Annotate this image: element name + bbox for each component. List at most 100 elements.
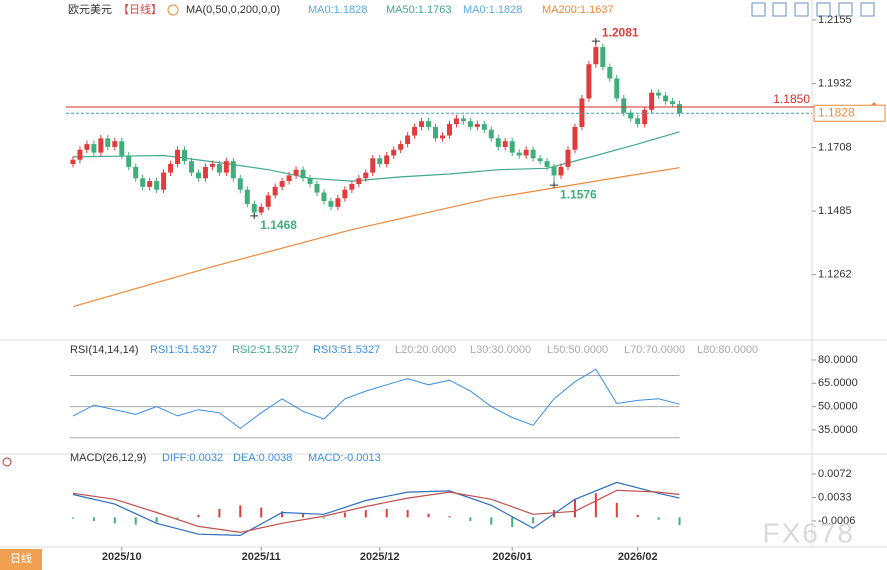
candle-body (126, 155, 132, 167)
candle-body (530, 149, 536, 159)
extreme-label: 1.2081 (602, 25, 639, 39)
candle-body (230, 161, 236, 179)
macd-bar (281, 511, 284, 518)
macd-bar (469, 517, 472, 521)
macd-bar (302, 513, 305, 518)
indicator-label: RSI3:51.5327 (313, 344, 380, 356)
macd-bar (385, 508, 388, 518)
extreme-marker (250, 212, 259, 219)
candle-body (195, 172, 201, 179)
y-tick-label: 1.2155 (818, 14, 852, 26)
macd-bar (427, 513, 430, 518)
indicator-label: MACD(26,12,9) (70, 452, 146, 464)
macd-bar (155, 517, 158, 523)
y-tick-label: 1.1262 (818, 269, 852, 281)
macd-line (72, 489, 680, 534)
macd-bar (260, 507, 263, 518)
macd-bar (343, 512, 346, 518)
candle-body (244, 189, 250, 204)
candle-body (154, 181, 160, 190)
y-tick-label: 80.0000 (818, 354, 858, 366)
candle-body (419, 121, 425, 127)
candle-body (202, 166, 208, 179)
candle-body (77, 149, 83, 160)
candle-body (328, 201, 334, 207)
candle-body (321, 192, 327, 202)
period-button-bg[interactable] (0, 549, 42, 570)
candle-body (377, 158, 383, 165)
candle-body (405, 135, 411, 145)
candle-body (133, 166, 139, 179)
candle-body (663, 95, 669, 102)
candle-body (272, 186, 278, 196)
candle-body (453, 118, 459, 125)
candle-body (649, 92, 655, 110)
candle-body (537, 158, 543, 162)
candle-body (300, 169, 306, 179)
x-tick-label: 2025/11 (242, 551, 281, 563)
candle-body (209, 164, 215, 167)
period: 【日线】 (118, 2, 162, 16)
rsi-line (72, 368, 680, 430)
candle-body (656, 92, 662, 96)
extreme-label: 1.1468 (260, 218, 297, 232)
candle-body (105, 138, 111, 147)
indicator-label: RSI2:51.5327 (232, 344, 299, 356)
candle-body (509, 141, 515, 153)
tool-button[interactable] (794, 2, 809, 17)
candle-body (551, 166, 557, 176)
tool-button[interactable] (772, 2, 787, 17)
x-tick-label: 2025/12 (360, 551, 400, 563)
candle-body (600, 47, 606, 68)
candle-body (565, 149, 571, 167)
settings-icon[interactable] (2, 457, 12, 467)
candle-body (279, 181, 285, 187)
macd-bar (197, 514, 200, 518)
candle-body (474, 124, 480, 127)
candle-body (112, 141, 118, 147)
macd-line (72, 481, 680, 537)
tool-button[interactable] (860, 2, 875, 17)
ma-value: MA200:1.1637 (542, 4, 614, 16)
candle-body (98, 138, 104, 153)
macd-bar (364, 510, 367, 518)
last-price-box (813, 104, 886, 122)
candle-body (363, 172, 369, 179)
macd-bar (322, 517, 325, 519)
extreme-marker (591, 38, 600, 45)
y-tick-label: -0.0006 (818, 515, 855, 527)
extreme-label: 1.1576 (560, 187, 597, 201)
candle-body (433, 126, 439, 139)
candle-body (216, 164, 222, 173)
candle-body (642, 109, 648, 125)
indicator-label: L80:80.0000 (697, 344, 758, 356)
candle-body (342, 189, 348, 199)
candle-body (426, 121, 432, 127)
candle-body (175, 149, 181, 165)
tool-button[interactable] (838, 2, 853, 17)
macd-bar (92, 517, 95, 521)
period-button[interactable]: 日线 (10, 551, 32, 565)
candle-body (258, 206, 264, 213)
candle-body (412, 126, 418, 136)
symbol: 欧元美元 (68, 3, 112, 16)
candle-body (439, 135, 445, 139)
candle-body (558, 166, 564, 176)
macd-bar (239, 505, 242, 518)
tool-button[interactable] (816, 2, 831, 17)
tool-button[interactable] (751, 2, 766, 17)
candle-body (586, 64, 592, 99)
candle-body (544, 161, 550, 167)
candle-body (335, 198, 341, 207)
settings-icon[interactable] (167, 4, 179, 16)
price-line-label: 1.1850 (773, 92, 810, 106)
indicator-label: RSI(14,14,14) (70, 344, 138, 356)
x-tick-label: 2026/02 (618, 551, 658, 563)
x-tick-label: 2026/01 (492, 551, 532, 563)
candle-body (70, 159, 76, 165)
candle-body (370, 158, 376, 173)
candle-body (621, 98, 627, 113)
y-tick-label: 0.0033 (818, 491, 852, 503)
macd-bar (511, 517, 514, 527)
